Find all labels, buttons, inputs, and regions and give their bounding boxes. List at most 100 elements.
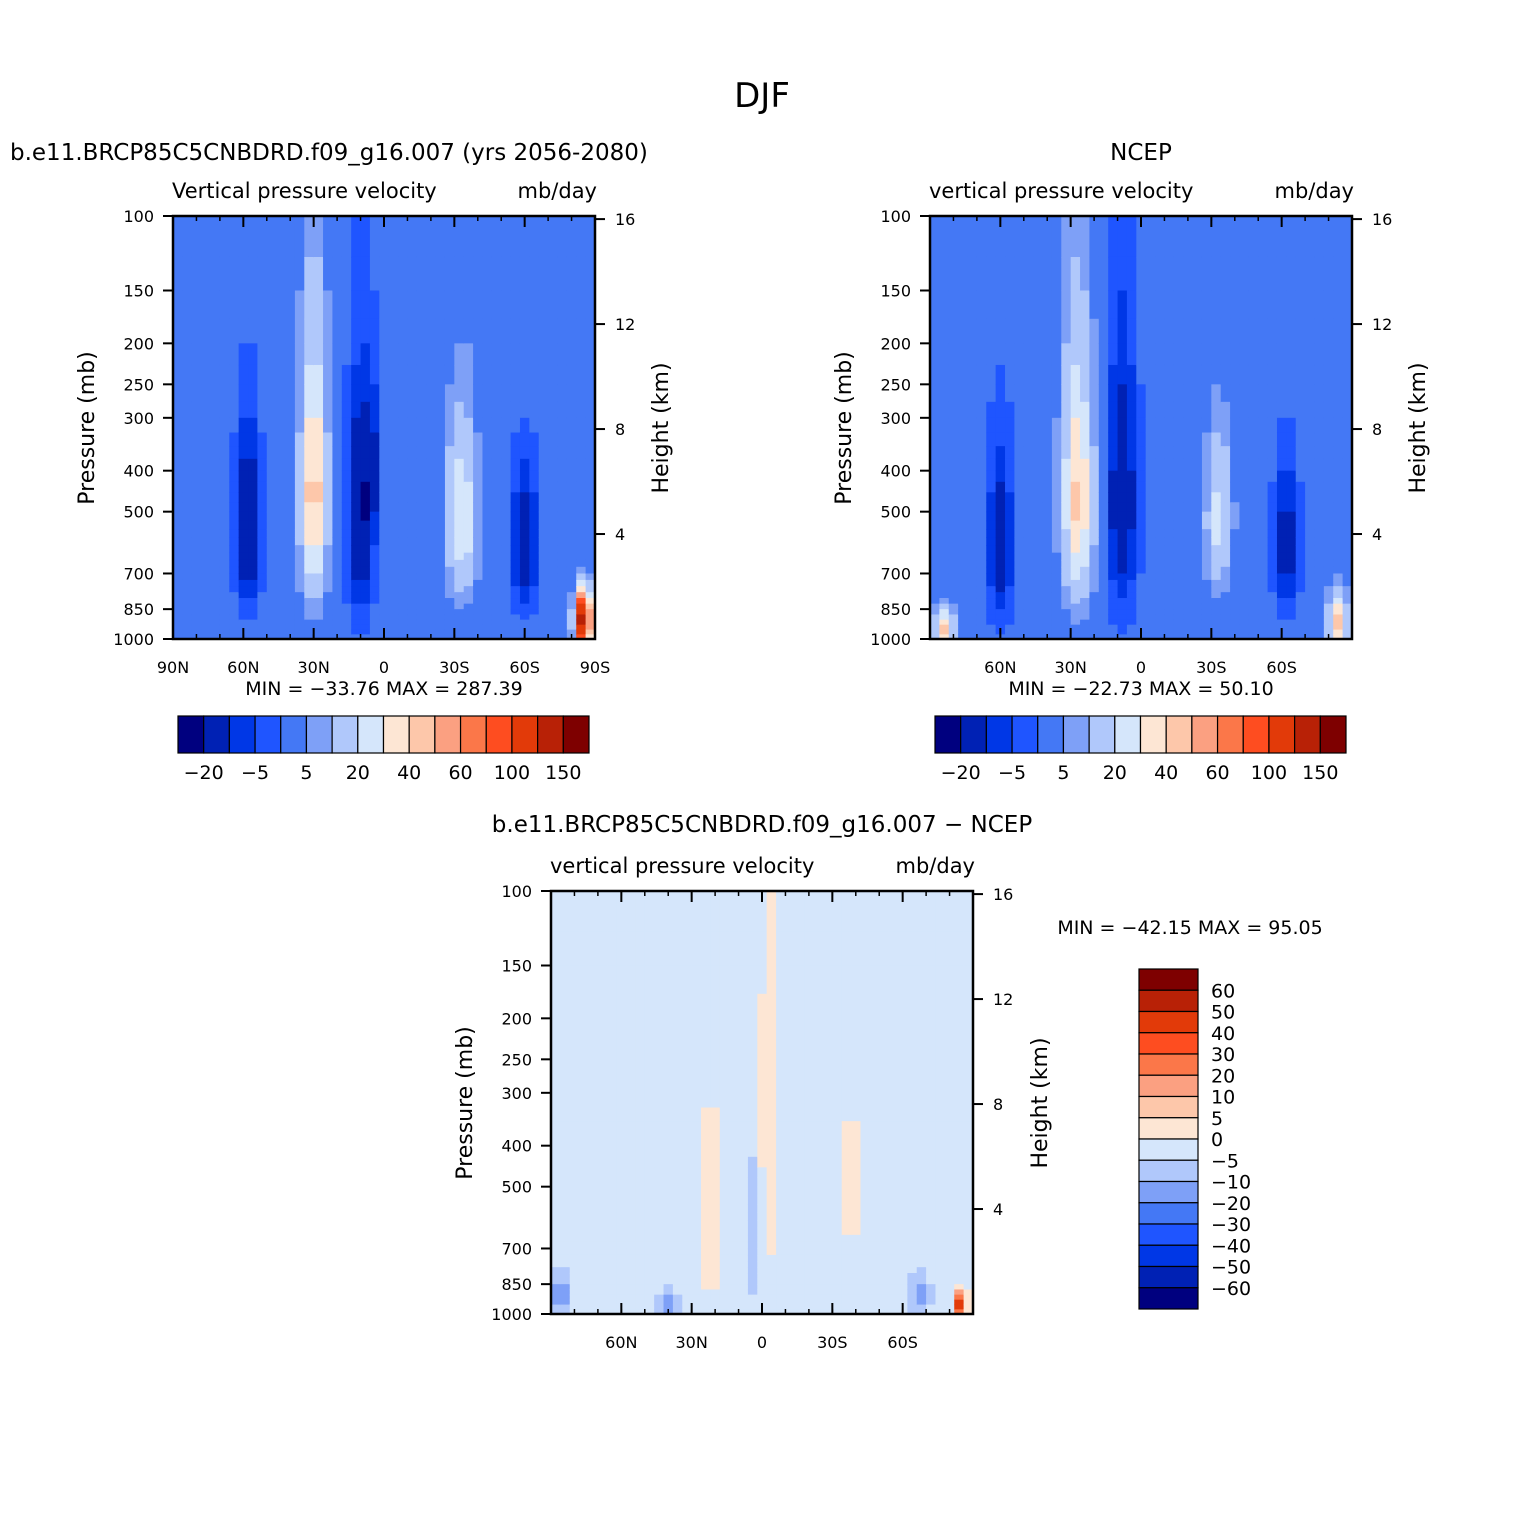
- field-cell: [1023, 511, 1034, 522]
- field-cell: [701, 1107, 712, 1122]
- field-cell: [579, 1107, 590, 1122]
- field-cell: [1051, 573, 1062, 581]
- field-cell: [1220, 417, 1231, 434]
- field-cell: [560, 1299, 571, 1306]
- field-cell: [551, 931, 561, 967]
- field-cell: [313, 537, 324, 546]
- field-cell: [588, 1195, 599, 1205]
- field-cell: [529, 481, 540, 493]
- field-cell: [1305, 634, 1316, 640]
- field-cell: [948, 216, 959, 258]
- field-cell: [435, 384, 446, 403]
- field-cell: [607, 1234, 618, 1243]
- field-cell: [916, 1212, 927, 1221]
- field-cell: [1211, 552, 1222, 561]
- field-cell: [173, 511, 183, 522]
- field-cell: [444, 470, 455, 483]
- field-cell: [501, 216, 512, 258]
- field-cell: [1201, 364, 1212, 385]
- field-cell: [888, 1220, 899, 1229]
- field-cell: [323, 364, 334, 385]
- field-cell: [948, 603, 959, 610]
- field-cell: [832, 1186, 843, 1197]
- field-cell: [1033, 598, 1044, 605]
- field-cell: [1258, 614, 1269, 621]
- field-cell: [551, 1278, 561, 1285]
- field-cell: [1136, 364, 1147, 385]
- field-cell: [1333, 502, 1344, 513]
- field-cell: [529, 401, 540, 419]
- field-cell: [794, 1289, 805, 1296]
- field-cell: [351, 502, 362, 513]
- field-cell: [576, 384, 587, 403]
- field-cell: [491, 481, 502, 493]
- field-cell: [1061, 318, 1072, 344]
- field-cell: [1089, 537, 1100, 546]
- field-cells: [173, 216, 596, 640]
- field-cell: [1023, 432, 1034, 447]
- field-cell: [1080, 343, 1091, 366]
- field-cell: [1248, 545, 1259, 554]
- field-cell: [1173, 492, 1184, 503]
- field-cell: [538, 458, 549, 472]
- field-cell: [569, 1278, 580, 1285]
- field-cell: [1173, 446, 1184, 460]
- field-cell: [294, 586, 305, 593]
- field-cell: [948, 343, 959, 366]
- field-cell: [1126, 529, 1137, 538]
- field-cell: [682, 1299, 693, 1306]
- field-cell: [967, 481, 978, 493]
- field-cell: [416, 552, 427, 561]
- field-cell: [426, 417, 437, 434]
- field-cell: [229, 384, 240, 403]
- field-cell: [566, 624, 577, 631]
- field-cell: [560, 1186, 571, 1197]
- field-cell: [1267, 492, 1278, 503]
- field-cell: [1220, 537, 1231, 546]
- field-cell: [944, 1076, 955, 1094]
- field-cell: [794, 1092, 805, 1109]
- field-cell: [266, 417, 277, 434]
- field-cell: [557, 290, 568, 320]
- field-cell: [597, 1195, 608, 1205]
- field-cell: [1164, 458, 1175, 472]
- field-cell: [1136, 537, 1147, 546]
- field-cell: [379, 502, 390, 513]
- field-cell: [930, 364, 940, 385]
- field-cell: [519, 511, 530, 522]
- field-cell: [930, 624, 940, 631]
- field-cell: [976, 432, 987, 447]
- field-cell: [1267, 384, 1278, 403]
- field-cell: [869, 1220, 880, 1229]
- field-cell: [210, 401, 221, 419]
- field-cell: [1023, 446, 1034, 460]
- field-cell: [626, 1039, 636, 1060]
- field-cell: [682, 1076, 693, 1094]
- field-cell: [1014, 470, 1025, 483]
- field-cell: [766, 1234, 777, 1243]
- field-cell: [710, 1299, 721, 1306]
- field-cell: [1023, 417, 1034, 434]
- field-cell: [1342, 458, 1353, 472]
- field-cell: [1173, 256, 1184, 292]
- field-cell: [379, 216, 390, 258]
- field-cell: [1061, 598, 1072, 605]
- field-cell: [407, 566, 418, 575]
- field-cell: [519, 364, 530, 385]
- field-cell: [201, 614, 212, 621]
- field-cell: [597, 1299, 608, 1306]
- field-cell: [1314, 511, 1325, 522]
- field-cell: [304, 318, 315, 344]
- field-cell: [529, 492, 540, 503]
- field-cell: [238, 559, 249, 568]
- field-cell: [635, 1248, 646, 1256]
- field-cell: [519, 537, 530, 546]
- field-cell: [729, 1156, 740, 1168]
- field-cell: [548, 364, 559, 385]
- field-cell: [1098, 559, 1109, 568]
- field-cell: [1117, 384, 1128, 403]
- field-cell: [1183, 458, 1194, 472]
- field-cell: [1136, 559, 1147, 568]
- field-cell: [1042, 573, 1053, 581]
- field-cell: [1005, 290, 1015, 320]
